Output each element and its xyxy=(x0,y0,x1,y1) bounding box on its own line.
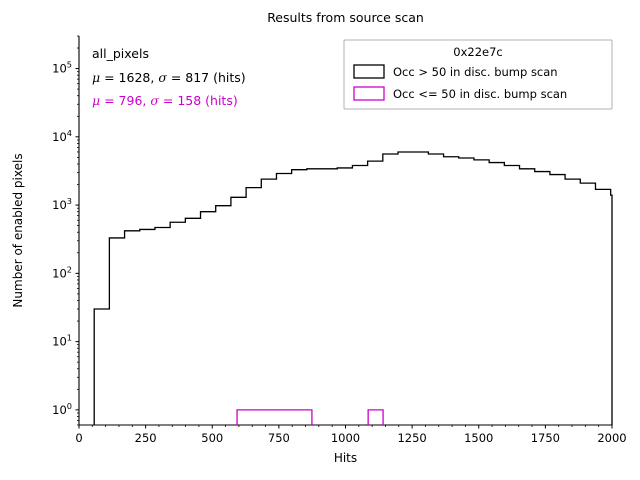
y-tick-label: 101 xyxy=(52,333,72,349)
annotation-group-name: all_pixels xyxy=(92,46,149,61)
y-tick-label: 104 xyxy=(52,128,72,144)
legend-box xyxy=(343,39,613,110)
legend-title: 0x22e7c xyxy=(453,45,502,59)
histogram-magenta-bar xyxy=(236,409,313,425)
x-tick-label: 750 xyxy=(268,431,290,445)
x-tick-label: 0 xyxy=(75,431,82,445)
y-tick-label: 102 xyxy=(52,264,72,280)
y-tick-label: 100 xyxy=(52,401,72,417)
x-tick-label: 250 xyxy=(135,431,157,445)
annotation-magenta-stats: μ = 796, σ = 158 (hits) xyxy=(92,93,238,108)
chart-title: Results from source scan xyxy=(267,10,424,25)
x-tick-label: 2000 xyxy=(597,431,626,445)
legend-label-2: Occ <= 50 in disc. bump scan xyxy=(393,87,567,101)
histogram-magenta-bar xyxy=(367,409,384,425)
legend-key-1 xyxy=(353,64,385,79)
x-tick-label: 500 xyxy=(201,431,223,445)
y-tick-label: 103 xyxy=(52,196,72,212)
y-tick-label: 105 xyxy=(52,60,72,76)
x-axis-label: Hits xyxy=(334,451,357,465)
legend-label-1: Occ > 50 in disc. bump scan xyxy=(393,65,558,79)
x-tick-label: 1000 xyxy=(331,431,360,445)
y-axis-label: Number of enabled pixels xyxy=(11,153,25,307)
x-tick-label: 1250 xyxy=(397,431,426,445)
legend-key-2 xyxy=(353,86,385,101)
histogram-black-outline xyxy=(93,151,613,425)
x-tick-label: 1500 xyxy=(464,431,493,445)
x-tick-label: 1750 xyxy=(531,431,560,445)
annotation-black-stats: μ = 1628, σ = 817 (hits) xyxy=(92,70,246,85)
